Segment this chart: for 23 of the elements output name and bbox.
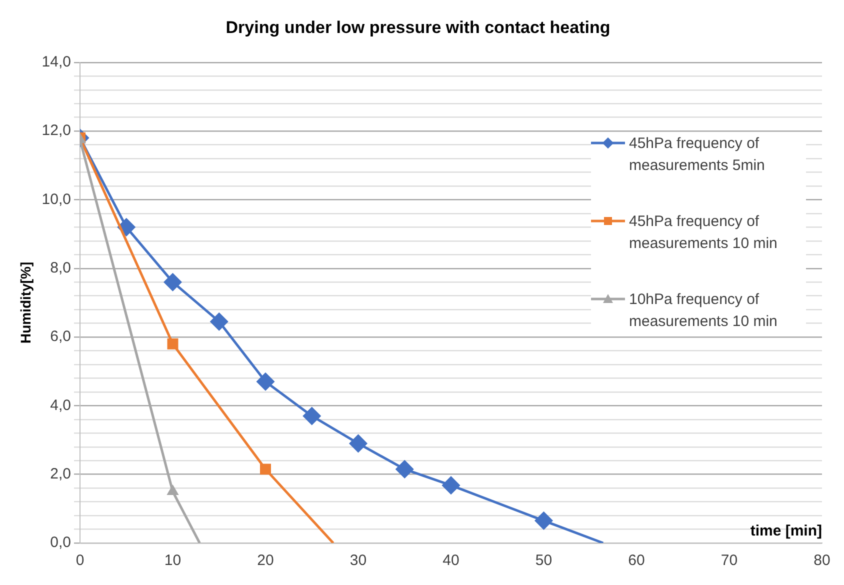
x-tick-label: 70 [720,552,738,570]
x-tick-label: 20 [257,552,274,570]
x-axis-title: time [min] [750,522,822,540]
legend-label: 45hPa frequency of measurements 5min [629,134,766,176]
x-tick-label: 80 [814,552,830,570]
y-tick-label: 8,0 [50,260,71,277]
y-axis-title: Humidity[%] [17,262,34,344]
legend-label: 10hPa frequency of measurements 10 min [629,290,778,332]
x-tick-label: 0 [76,552,84,570]
y-tick-label: 6,0 [50,328,71,346]
chart-title: Drying under low pressure with contact heating [226,18,610,37]
x-tick-label: 40 [442,552,460,570]
y-tick-label: 0,0 [50,534,71,552]
y-tick-label: 2,0 [50,465,71,482]
y-tick-label: 4,0 [50,396,71,414]
y-tick-label: 12,0 [42,122,71,140]
x-tick-label: 10 [164,552,182,570]
y-tick-label: 14,0 [42,54,71,71]
x-tick-label: 60 [628,552,645,570]
y-tick-label: 10,0 [42,190,71,208]
x-tick-label: 30 [350,552,367,570]
legend-label: 45hPa frequency of measurements 10 min [629,212,778,254]
x-tick-label: 50 [535,552,552,570]
